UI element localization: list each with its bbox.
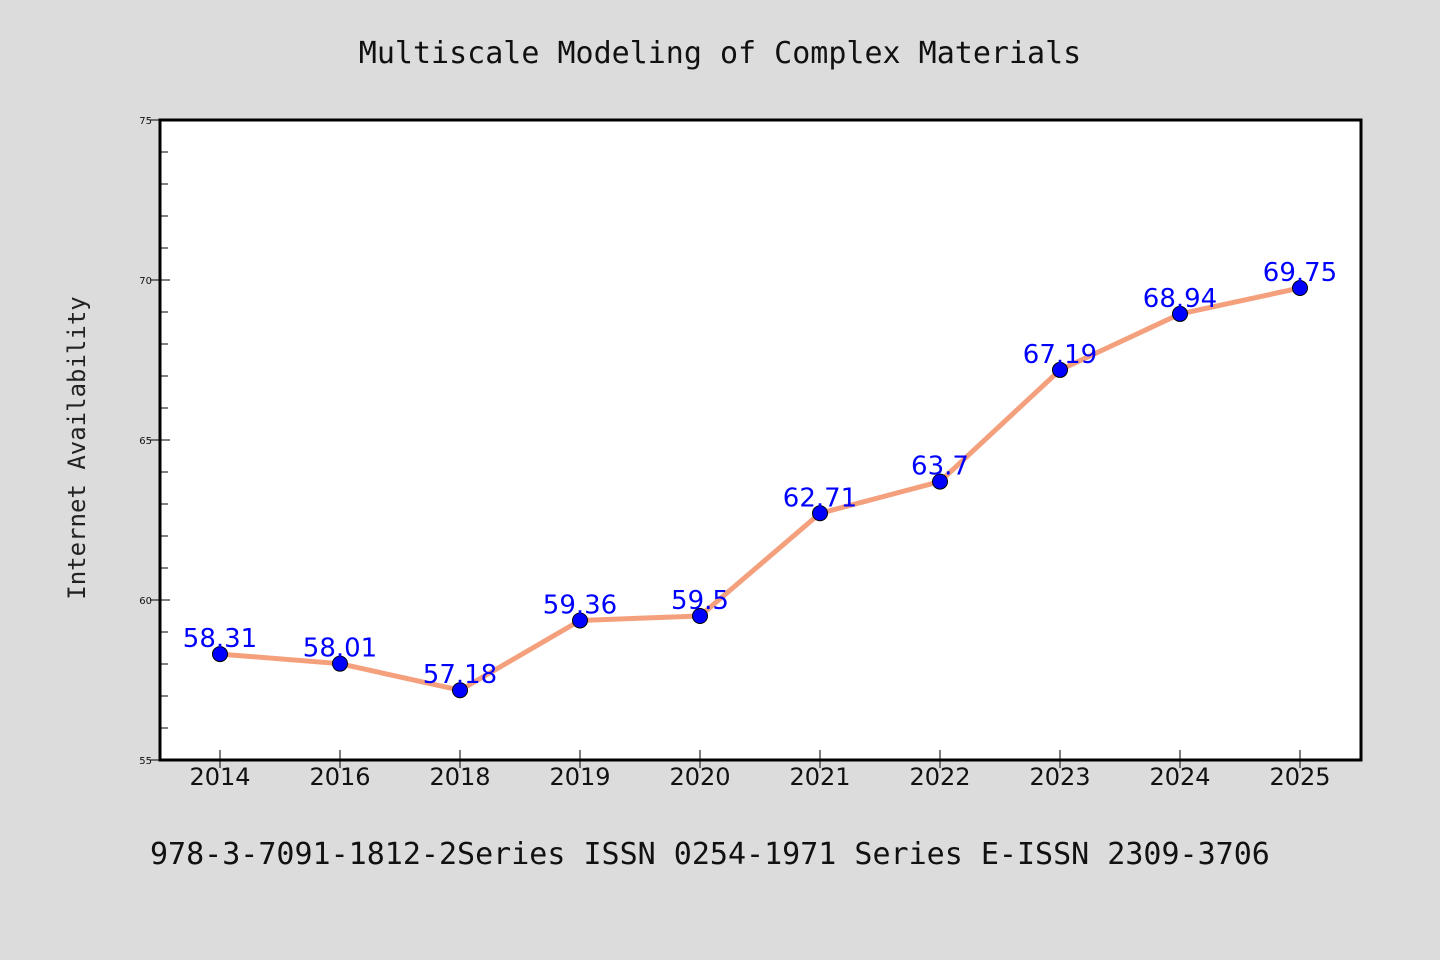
footer-isbn-issn: 978-3-7091-1812-2Series ISSN 0254-1971 S…	[150, 837, 1270, 872]
plot-area	[158, 118, 1363, 762]
x-tick-label: 2014	[189, 763, 250, 791]
series-line-segment	[937, 367, 1063, 485]
series-line-group	[217, 285, 1303, 693]
x-tick-label: 2024	[1149, 763, 1210, 791]
data-label: 67.19	[1023, 340, 1097, 370]
series-markers	[212, 280, 1308, 699]
data-point	[1172, 305, 1188, 322]
data-point	[692, 608, 708, 624]
series-line-segment	[457, 617, 583, 693]
x-tick-label: 2016	[309, 763, 370, 791]
x-tick-label: 2023	[1029, 763, 1090, 791]
y-tick-label: 60	[139, 596, 152, 607]
x-tick-label: 2020	[669, 763, 730, 791]
data-point	[212, 646, 228, 663]
data-point	[932, 473, 948, 490]
data-label: 68.94	[1143, 284, 1217, 314]
y-tick-label: 65	[139, 436, 152, 447]
y-tick-label: 55	[139, 756, 152, 767]
x-tick-label: 2025	[1269, 763, 1330, 791]
data-label: 59.36	[543, 590, 617, 620]
data-point	[1052, 361, 1068, 378]
series-line-segment	[577, 613, 703, 623]
series-line-segment	[337, 661, 463, 693]
series-line-segment	[217, 651, 343, 667]
x-axis: 2014 2016 2018 2019 2020 2021 2022 2023 2024 2025	[189, 750, 1331, 791]
y-tick-label: 75	[139, 116, 152, 127]
data-point	[452, 682, 468, 699]
y-tick-label: 70	[139, 276, 152, 287]
x-tick-label: 2022	[909, 763, 970, 791]
series-line-segment	[817, 479, 943, 516]
data-point	[1292, 280, 1308, 296]
chart-title: Multiscale Modeling of Complex Materials	[359, 36, 1081, 71]
data-point	[812, 505, 828, 522]
data-label: 57.18	[423, 660, 497, 690]
x-tick-label: 2019	[549, 763, 610, 791]
data-point	[332, 655, 348, 672]
series-line-segment	[1057, 311, 1183, 373]
data-label: 63.7	[911, 452, 969, 482]
data-label: 58.31	[183, 624, 257, 654]
data-label: 69.75	[1263, 258, 1337, 288]
data-point	[572, 612, 588, 629]
x-tick-label: 2018	[429, 763, 490, 791]
data-label: 58.01	[303, 634, 377, 664]
data-labels: 58.31 58.01 57.18 59.36 59.5 62.71 63.7 67.19 68…	[183, 258, 1337, 690]
x-tick-label: 2021	[789, 763, 850, 791]
y-axis-label: Internet Availability	[63, 296, 91, 599]
data-label: 62.71	[783, 483, 857, 513]
y-axis: 55 60 65 70 75	[139, 116, 170, 767]
series-line-segment	[697, 510, 823, 619]
data-label: 59.5	[671, 586, 729, 616]
series-line-segment	[1177, 285, 1303, 317]
